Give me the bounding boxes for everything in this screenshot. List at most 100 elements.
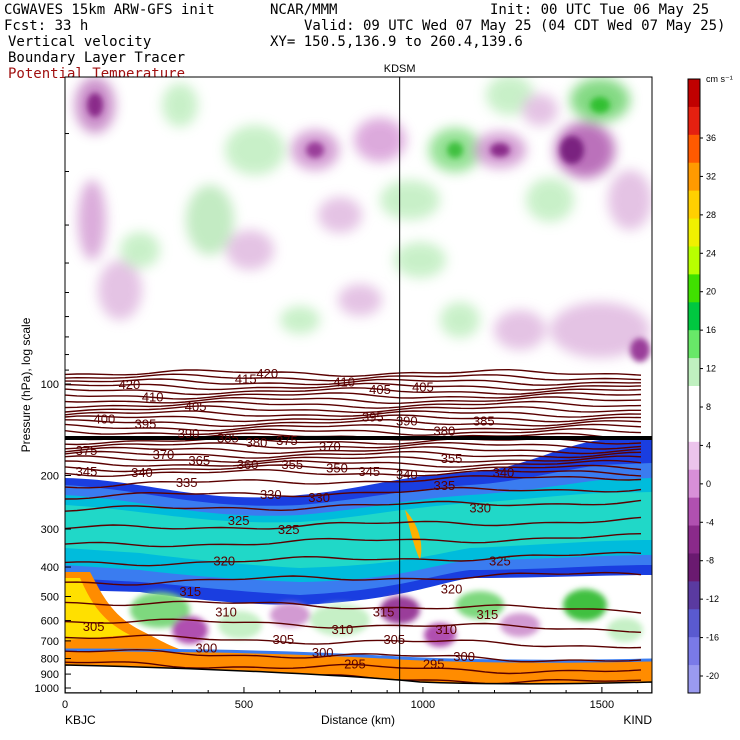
x-axis-label: Distance (km) <box>321 713 395 727</box>
theta-label: 390 <box>178 426 200 441</box>
x-tick-label: 1500 <box>590 699 614 711</box>
colorbar-swatch <box>688 246 700 275</box>
colorbar-swatch <box>688 581 700 610</box>
colorbar-tick-label: 0 <box>706 479 711 489</box>
theta-label: 300 <box>453 649 475 664</box>
theta-contour <box>65 516 642 530</box>
theta-contour <box>65 450 642 459</box>
colorbar: 36 32 28 24 20 16 12 8 4 0 -4 -8 -12 -16 -20 <box>687 78 719 694</box>
y-axis-label: Pressure (hPa), log scale <box>19 317 33 452</box>
theta-contour <box>65 455 642 463</box>
colorbar-tick-label: 4 <box>706 440 711 450</box>
theta-contour <box>65 423 642 432</box>
theta-label: 355 <box>281 457 303 472</box>
y-tick-label: 700 <box>41 636 59 648</box>
colorbar-swatch <box>688 79 700 108</box>
colorbar-swatch <box>688 358 700 387</box>
theta-label: 370 <box>153 447 175 462</box>
theta-label: 365 <box>188 453 210 468</box>
colorbar-swatch <box>688 497 700 527</box>
theta-label: 375 <box>276 433 298 448</box>
y-tick-label: 200 <box>41 471 59 483</box>
theta-label: 305 <box>83 619 105 634</box>
colorbar-swatch <box>688 134 700 164</box>
theta-contour <box>65 414 642 423</box>
header-model-title: CGWAVES 15km ARW-GFS init <box>4 2 215 18</box>
x-tick-label: 1000 <box>411 699 435 711</box>
theta-contour <box>65 368 642 378</box>
theta-label: 315 <box>477 607 499 622</box>
theta-label: 340 <box>396 467 418 482</box>
theta-label: 295 <box>423 656 445 671</box>
theta-label: 330 <box>260 487 282 502</box>
theta-label: 310 <box>215 604 237 619</box>
theta-contour <box>65 600 642 614</box>
colorbar-tick-label: -8 <box>706 556 714 566</box>
theta-label: 410 <box>142 390 164 405</box>
colorbar-swatch <box>688 106 700 136</box>
theta-label: 395 <box>362 410 384 425</box>
theta-label: 315 <box>179 584 201 599</box>
colorbar-tick-label: 24 <box>706 248 716 258</box>
theta-label: 380 <box>246 435 268 450</box>
theta-contour <box>65 387 642 396</box>
colorbar-tick-label: 20 <box>706 287 716 297</box>
y-tick-label: 100 <box>41 379 59 391</box>
theta-contour <box>65 551 642 567</box>
theta-contour <box>65 475 642 489</box>
theta-label: 330 <box>469 501 491 516</box>
theta-label: 405 <box>185 399 207 414</box>
theta-contour <box>65 382 642 391</box>
header-forecast-hour: Fcst: 33 h <box>4 18 88 34</box>
theta-label: 370 <box>319 439 341 454</box>
colorbar-tick-label: 32 <box>706 171 716 181</box>
y-tick-label: 600 <box>41 616 59 628</box>
theta-label: 325 <box>489 553 511 568</box>
theta-label: 405 <box>412 380 434 395</box>
theta-contour <box>65 634 642 649</box>
theta-label: 305 <box>383 632 405 647</box>
colorbar-swatch <box>688 637 700 666</box>
theta-contour <box>65 410 642 418</box>
theta-contour <box>65 441 642 450</box>
theta-contour <box>65 459 642 468</box>
x-tick-label: 0 <box>62 699 68 711</box>
colorbar-tick-label: 28 <box>706 210 716 220</box>
colorbar-tick-label: -12 <box>706 594 719 604</box>
theta-contour <box>65 427 642 436</box>
theta-label: 325 <box>278 522 300 537</box>
colorbar-tick-label: 8 <box>706 402 711 412</box>
theta-label: 385 <box>473 414 495 429</box>
colorbar-tick-label: 12 <box>706 364 716 374</box>
colorbar-swatch <box>688 469 700 499</box>
theta-label: 405 <box>369 382 391 397</box>
theta-contour <box>65 468 642 478</box>
colorbar-swatch <box>688 665 700 694</box>
header-institution: NCAR/MMM <box>270 2 337 18</box>
theta-label: 320 <box>441 581 463 596</box>
theta-label: 420 <box>119 377 141 392</box>
colorbar-swatch <box>688 330 700 359</box>
colorbar-swatch <box>688 302 700 331</box>
header-field-vertical-velocity: Vertical velocity <box>8 34 151 50</box>
colorbar-swatch <box>688 525 700 554</box>
y-tick-label: 300 <box>41 524 59 536</box>
theta-label: 410 <box>333 374 355 389</box>
theta-contour <box>65 400 642 409</box>
colorbar-swatch <box>688 609 700 638</box>
theta-label: 320 <box>213 553 235 568</box>
theta-label: 395 <box>135 417 157 432</box>
header-xy-coordinates: XY= 150.5,136.9 to 260.4,139.6 <box>270 34 523 50</box>
x-tick-label: 500 <box>235 699 253 711</box>
theta-label: 300 <box>196 640 218 655</box>
theta-label: 305 <box>272 632 294 647</box>
theta-label: 310 <box>435 622 457 637</box>
theta-label: 385 <box>217 431 239 446</box>
theta-contour <box>65 648 642 663</box>
colorbar-swatch <box>688 553 700 582</box>
terrain <box>65 664 652 693</box>
left-endpoint-label: KBJC <box>65 713 96 727</box>
theta-contour <box>65 418 642 428</box>
